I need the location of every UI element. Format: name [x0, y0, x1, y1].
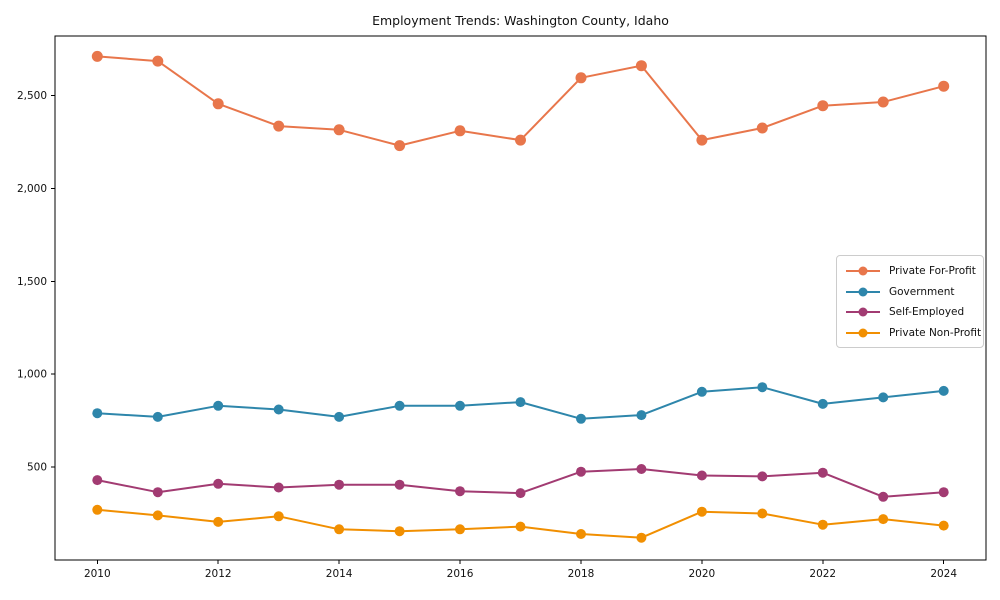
legend-item-private-non-profit: Private Non-Profit	[845, 323, 981, 343]
data-point-private-for-profit-2024	[938, 80, 950, 92]
plot-border	[54, 35, 987, 561]
series-self-employed	[92, 464, 949, 502]
data-point-private-for-profit-2018	[575, 72, 587, 84]
data-point-private-non-profit-2021	[757, 508, 768, 519]
data-point-private-non-profit-2018	[576, 529, 586, 539]
data-point-government-2024	[938, 385, 949, 396]
data-point-self-employed-2024	[938, 487, 949, 498]
y-tick-label: 500	[27, 462, 47, 474]
data-point-private-for-profit-2011	[152, 55, 164, 67]
data-point-self-employed-2010	[92, 475, 103, 486]
data-point-private-for-profit-2015	[394, 140, 406, 152]
data-point-private-for-profit-2017	[515, 134, 526, 146]
data-point-government-2014	[334, 411, 345, 422]
data-point-government-2022	[817, 398, 828, 409]
data-point-private-non-profit-2012	[213, 516, 224, 527]
data-point-private-for-profit-2022	[817, 100, 829, 112]
legend-item-self-employed: Self-Employed	[845, 302, 977, 322]
data-point-private-non-profit-2023	[878, 514, 889, 525]
data-point-private-for-profit-2014	[333, 124, 345, 136]
legend-label: Private Non-Profit	[889, 326, 982, 339]
data-point-private-non-profit-2015	[394, 526, 405, 537]
data-point-self-employed-2014	[334, 479, 345, 490]
x-tick-label: 2016	[447, 568, 474, 580]
data-point-private-for-profit-2020	[696, 134, 708, 146]
y-tick-label: 2,500	[17, 90, 47, 102]
data-point-private-non-profit-2011	[152, 510, 163, 521]
data-point-government-2018	[576, 413, 586, 424]
data-point-private-non-profit-2017	[515, 521, 526, 532]
legend-label: Private For-Profit	[889, 265, 976, 277]
series-government	[92, 382, 949, 424]
legend-marker-icon	[846, 307, 880, 317]
data-point-self-employed-2011	[152, 487, 163, 498]
data-point-self-employed-2019	[636, 464, 647, 474]
data-point-self-employed-2016	[455, 486, 465, 497]
data-point-government-2010	[92, 408, 103, 419]
data-point-private-for-profit-2021	[756, 122, 768, 134]
data-point-private-non-profit-2020	[696, 506, 707, 517]
series-line	[96, 55, 945, 147]
legend-item-private-for-profit: Private For-Profit	[845, 261, 977, 281]
legend-item-government: Government	[845, 282, 977, 302]
x-tick-label: 2020	[688, 568, 715, 580]
data-point-private-for-profit-2012	[212, 98, 224, 110]
data-point-self-employed-2020	[696, 470, 707, 481]
legend-marker-icon	[846, 328, 880, 338]
data-point-private-for-profit-2010	[91, 50, 103, 62]
legend-marker-icon	[846, 287, 880, 297]
legend: Private For-Profit Government Self-Employe…	[836, 255, 984, 348]
x-tick-label: 2010	[84, 568, 111, 580]
data-point-private-for-profit-2019	[635, 60, 647, 72]
data-point-private-for-profit-2023	[877, 96, 889, 108]
data-point-government-2012	[213, 400, 224, 411]
data-point-private-non-profit-2019	[636, 532, 647, 543]
data-point-private-non-profit-2010	[92, 504, 103, 515]
y-tick-label: 1,500	[17, 276, 47, 288]
data-point-self-employed-2018	[576, 466, 586, 477]
x-tick-label: 2022	[809, 568, 836, 580]
data-point-self-employed-2012	[213, 478, 224, 489]
data-point-government-2019	[636, 410, 647, 421]
data-point-self-employed-2021	[757, 471, 768, 482]
y-tick-label: 1,000	[17, 369, 47, 381]
data-point-self-employed-2013	[273, 482, 284, 493]
data-point-government-2021	[757, 382, 768, 393]
data-point-self-employed-2017	[515, 488, 526, 499]
data-point-private-non-profit-2016	[455, 524, 465, 535]
chart-title: Employment Trends: Washington County, Id…	[372, 13, 669, 28]
series-private-for-profit	[91, 50, 950, 152]
data-point-private-for-profit-2016	[454, 125, 466, 137]
data-point-government-2020	[696, 386, 707, 397]
x-tick-label: 2024	[930, 568, 957, 580]
data-point-government-2013	[273, 404, 284, 415]
data-point-private-non-profit-2013	[273, 511, 284, 522]
data-point-government-2023	[878, 392, 889, 403]
x-tick-label: 2014	[326, 568, 353, 580]
data-point-government-2015	[394, 400, 405, 411]
data-point-government-2016	[455, 400, 465, 411]
data-point-government-2017	[515, 397, 526, 408]
legend-label: Government	[889, 285, 955, 298]
x-tick-label: 2012	[205, 568, 232, 580]
data-point-government-2011	[152, 411, 163, 422]
data-point-private-non-profit-2022	[817, 519, 828, 530]
data-point-self-employed-2022	[817, 467, 828, 478]
x-tick-label: 2018	[568, 568, 595, 580]
series-private-non-profit	[92, 504, 949, 543]
data-point-private-for-profit-2013	[273, 120, 285, 132]
legend-marker-icon	[846, 266, 880, 276]
data-point-private-non-profit-2014	[334, 524, 345, 535]
y-tick-label: 2,000	[17, 183, 47, 195]
data-point-private-non-profit-2024	[938, 520, 949, 531]
data-point-self-employed-2023	[878, 491, 889, 502]
legend-label: Self-Employed	[889, 306, 965, 319]
data-point-self-employed-2015	[394, 479, 405, 490]
